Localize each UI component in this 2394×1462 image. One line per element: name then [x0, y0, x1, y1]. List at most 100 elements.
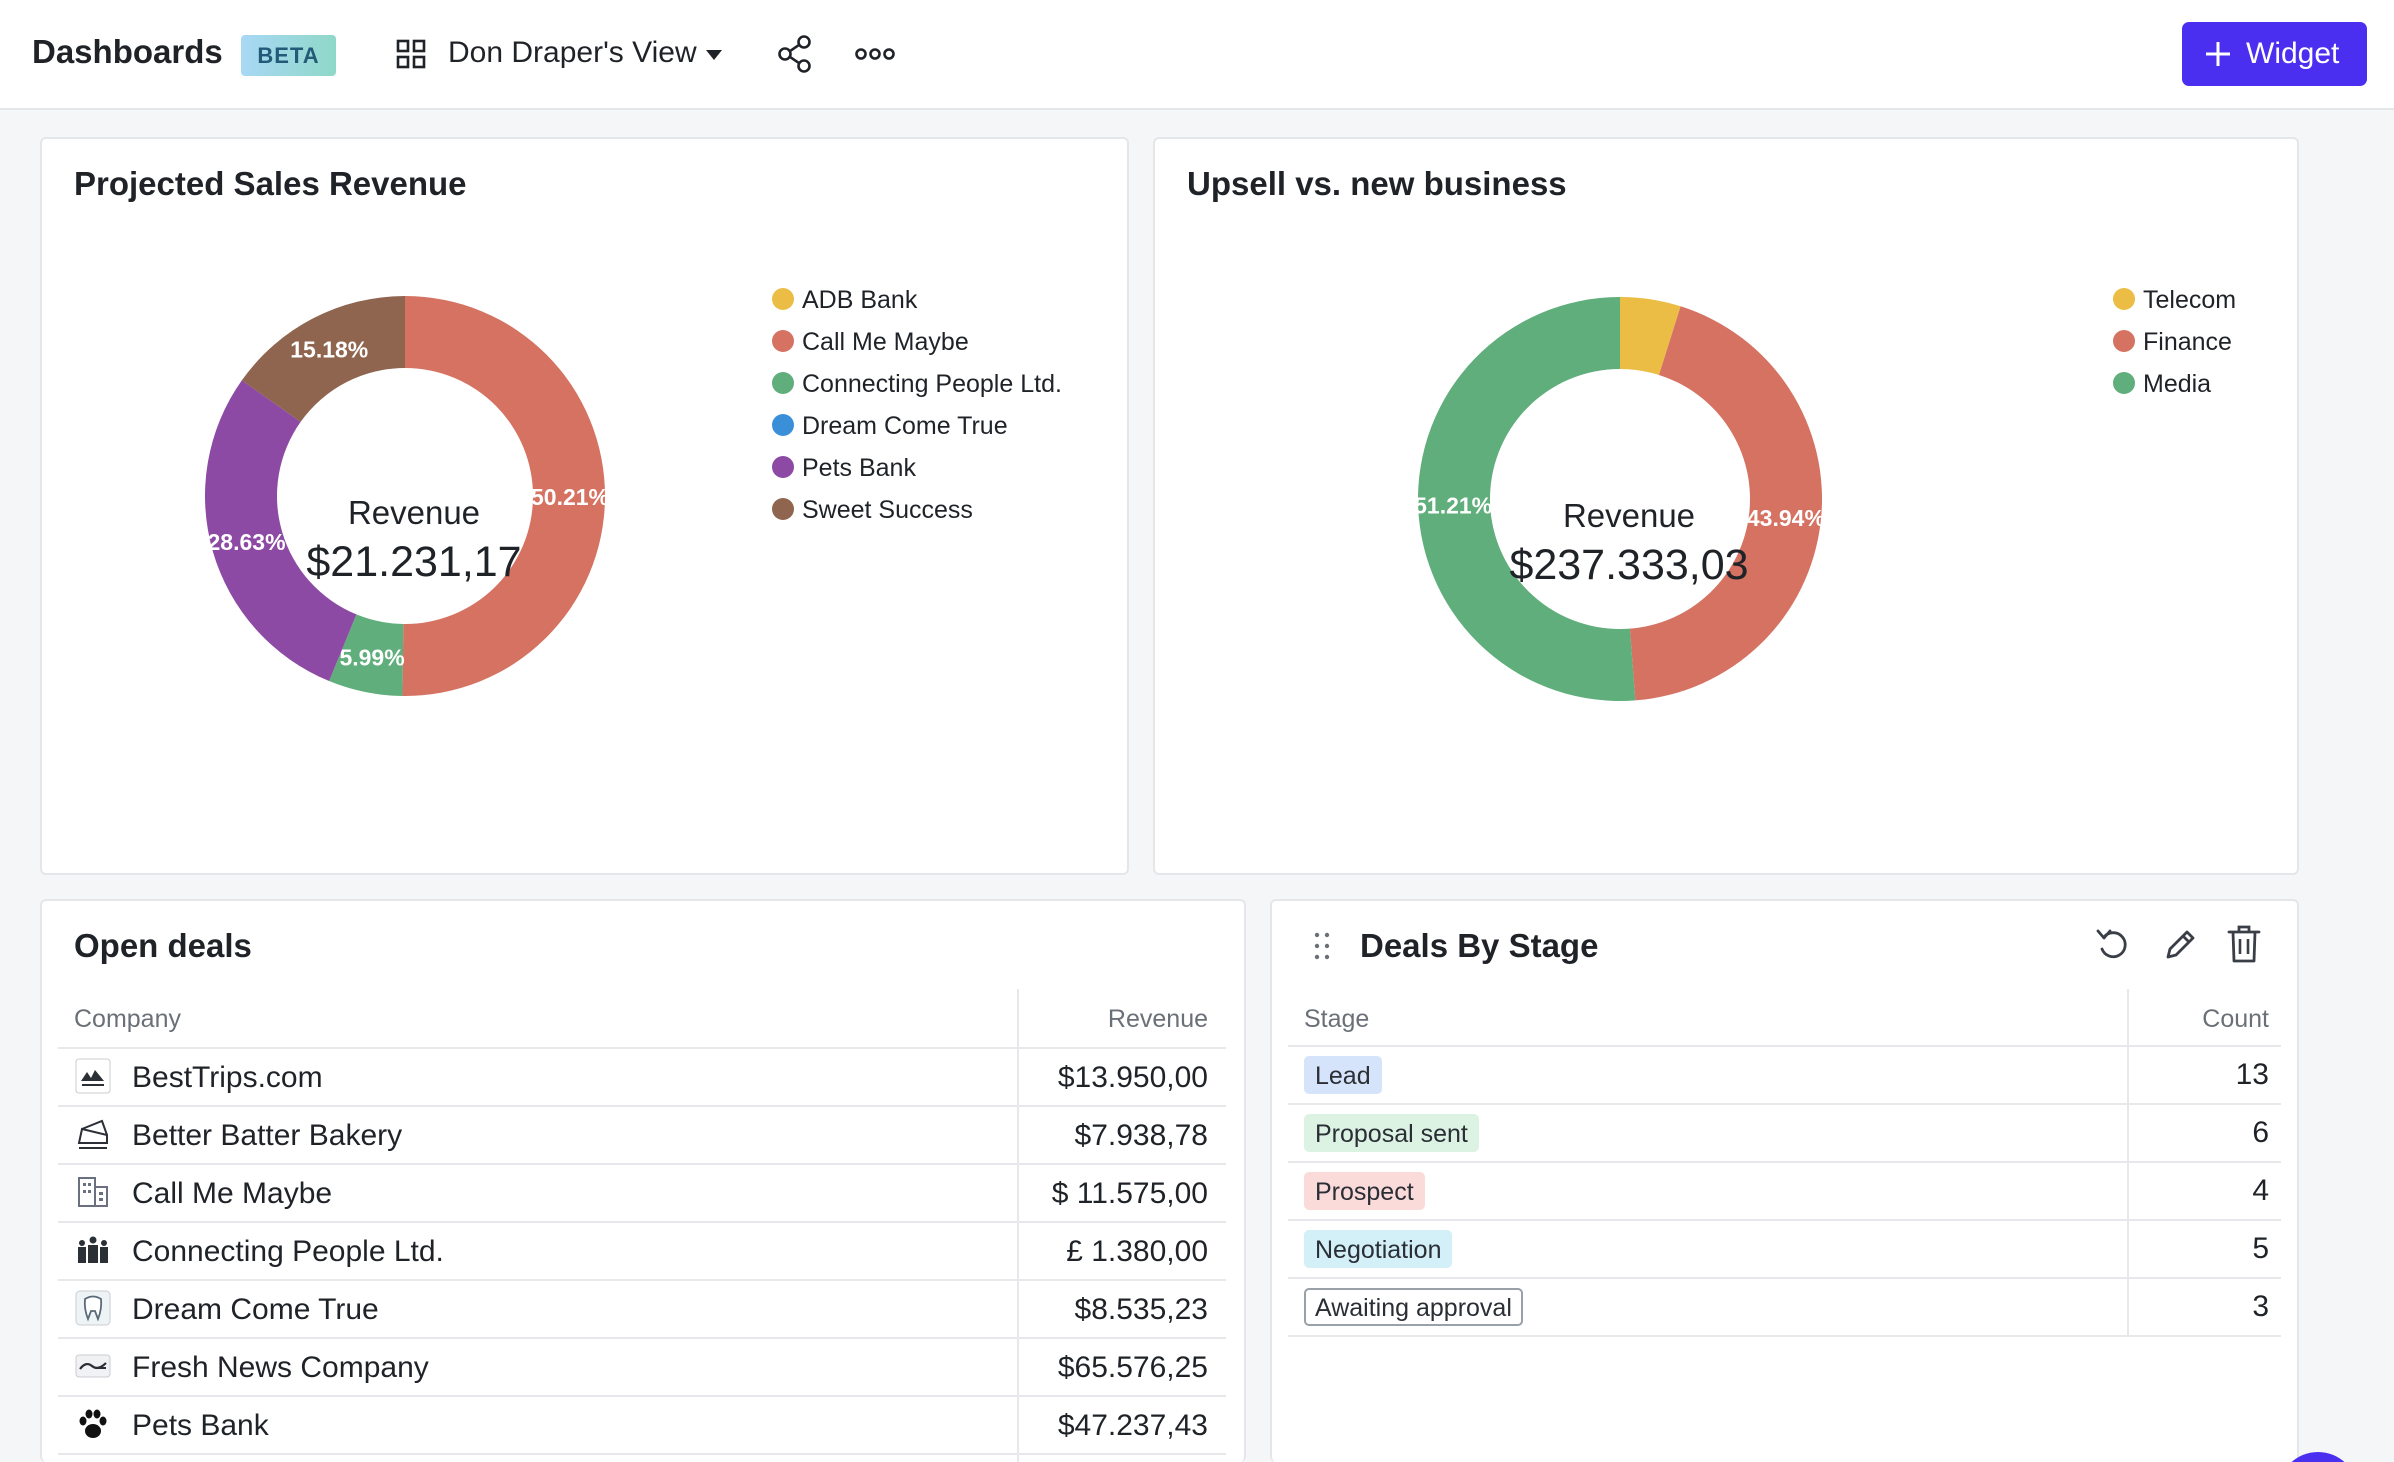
- legend-dot: [772, 498, 794, 520]
- table-row[interactable]: Prospect 4: [1288, 1163, 2281, 1221]
- view-selector[interactable]: Don Draper's View: [448, 36, 697, 69]
- table-row[interactable]: Lead 13: [1288, 1047, 2281, 1105]
- stage-count: 5: [2252, 1232, 2269, 1265]
- revenue-value: $65.576,25: [1057, 1351, 1208, 1384]
- legend-label: Telecom: [2143, 286, 2237, 314]
- open-deals-card: Open deals Company Revenue BestTrips.com…: [40, 899, 1246, 1462]
- company-name[interactable]: Connecting People Ltd.: [132, 1235, 444, 1268]
- table-row[interactable]: Fresh News Company $65.576,25: [58, 1339, 1226, 1397]
- company-name[interactable]: Dream Come True: [132, 1293, 379, 1326]
- beta-badge: BETA: [241, 35, 336, 76]
- donut-slice-call-me-maybe[interactable]: [402, 296, 606, 697]
- center-value: $237.333,03: [1509, 541, 1749, 589]
- legend-label: Finance: [2143, 328, 2232, 356]
- legend-label: Dream Come True: [802, 412, 1008, 440]
- legend-label: Sweet Success: [802, 496, 973, 524]
- edit-pencil-icon[interactable]: [2160, 925, 2200, 965]
- company-name[interactable]: Fresh News Company: [132, 1351, 429, 1384]
- legend-dot: [2113, 372, 2135, 394]
- donut-slice-pets-bank[interactable]: [205, 380, 357, 682]
- legend-dot: [772, 456, 794, 478]
- upsell-card: Upsell vs. new business 43.94% 51.21% Rev…: [1153, 137, 2299, 875]
- center-value: $21.231,17: [306, 538, 522, 586]
- table-row[interactable]: Pets Bank $47.237,43: [58, 1397, 1226, 1455]
- table-row[interactable]: BestTrips.com $13.950,00: [58, 1049, 1226, 1107]
- drag-handle-icon[interactable]: [1312, 931, 1332, 961]
- company-name[interactable]: Better Batter Bakery: [132, 1119, 403, 1152]
- legend-dot: [772, 414, 794, 436]
- column-divider: [2127, 989, 2129, 1337]
- card-title: Upsell vs. new business: [1187, 165, 1567, 202]
- stage-tag[interactable]: Lead: [1304, 1056, 1382, 1094]
- legend-label: Connecting People Ltd.: [802, 370, 1062, 398]
- add-widget-button[interactable]: Widget: [2182, 22, 2367, 86]
- slice-percent-label: 5.99%: [339, 645, 404, 671]
- card-title: Projected Sales Revenue: [74, 165, 467, 202]
- stage-count: 3: [2252, 1290, 2269, 1323]
- upsell-donut-chart: 43.94% 51.21%: [1414, 297, 1825, 701]
- column-header-count[interactable]: Count: [2202, 1005, 2269, 1033]
- refresh-icon[interactable]: [2094, 925, 2134, 965]
- donut-slice-finance[interactable]: [1629, 306, 1822, 701]
- trash-icon[interactable]: [2224, 923, 2264, 965]
- travel-logo-icon: [75, 1058, 111, 1094]
- revenue-value: $ 11.575,00: [1051, 1177, 1208, 1210]
- revenue-value: $7.938,78: [1074, 1119, 1208, 1152]
- slice-percent-label: 51.21%: [1414, 492, 1492, 518]
- tooth-icon: [75, 1290, 111, 1326]
- column-header-revenue[interactable]: Revenue: [1107, 1005, 1208, 1033]
- legend-dot: [2113, 288, 2135, 310]
- donut-center: Revenue $237.333,03: [1479, 497, 1779, 590]
- table-row[interactable]: Dream Come True $8.535,23: [58, 1281, 1226, 1339]
- building-icon: [78, 1177, 108, 1207]
- table-row[interactable]: Call Me Maybe $ 11.575,00: [58, 1165, 1226, 1223]
- table-row[interactable]: Better Batter Bakery $7.938,78: [58, 1107, 1226, 1165]
- legend-dot: [772, 288, 794, 310]
- column-divider: [1017, 989, 1019, 1462]
- stage-count: 4: [2252, 1174, 2269, 1207]
- table-row[interactable]: Proposal sent 6: [1288, 1105, 2281, 1163]
- donut-slice-media[interactable]: [1417, 297, 1636, 701]
- stage-count: 13: [2235, 1058, 2269, 1091]
- stage-tag[interactable]: Awaiting approval: [1304, 1288, 1523, 1326]
- grid-icon[interactable]: [395, 38, 427, 70]
- stage-tag[interactable]: Proposal sent: [1304, 1114, 1479, 1152]
- company-name[interactable]: Pets Bank: [132, 1409, 269, 1442]
- slice-percent-label: 15.18%: [290, 336, 368, 362]
- legend-label: Call Me Maybe: [802, 328, 969, 356]
- slice-percent-label: 43.94%: [1747, 505, 1825, 531]
- company-name[interactable]: Call Me Maybe: [132, 1177, 333, 1210]
- revenue-value: $8.535,23: [1074, 1293, 1208, 1326]
- people-icon: [78, 1236, 108, 1263]
- cake-icon: [77, 1119, 108, 1149]
- header-divider: [1288, 1045, 2281, 1047]
- table-row[interactable]: Awaiting approval 3: [1288, 1279, 2281, 1337]
- table-row[interactable]: Connecting People Ltd. £ 1.380,00: [58, 1223, 1226, 1281]
- news-logo-icon: [75, 1354, 111, 1378]
- legend-dot: [772, 330, 794, 352]
- share-icon[interactable]: [776, 34, 814, 74]
- top-bar: Dashboards BETA Don Draper's View Widget: [0, 0, 2394, 110]
- legend-label: Pets Bank: [802, 454, 916, 482]
- donut-slice-telecom[interactable]: [1620, 297, 1681, 375]
- donut-slice-sweet-success[interactable]: [241, 296, 405, 422]
- plus-icon: [2206, 42, 2230, 66]
- legend-label: Media: [2143, 370, 2212, 398]
- more-options-icon[interactable]: [855, 45, 895, 63]
- column-header-company[interactable]: Company: [74, 1005, 181, 1033]
- stage-tag[interactable]: Negotiation: [1304, 1230, 1453, 1268]
- card-title: Deals By Stage: [1360, 927, 1599, 964]
- donut-center: Revenue $21.231,17: [264, 494, 564, 587]
- legend-dot: [2113, 330, 2135, 352]
- paw-icon: [79, 1409, 107, 1438]
- revenue-value: £ 1.380,00: [1066, 1235, 1208, 1268]
- stage-tag[interactable]: Prospect: [1304, 1172, 1425, 1210]
- chevron-down-icon[interactable]: [705, 49, 723, 61]
- company-name[interactable]: BestTrips.com: [132, 1061, 323, 1094]
- header-divider: [58, 1047, 1226, 1049]
- table-row[interactable]: Negotiation 5: [1288, 1221, 2281, 1279]
- stage-count: 6: [2252, 1116, 2269, 1149]
- help-chat-button[interactable]: [2278, 1452, 2358, 1462]
- column-header-stage[interactable]: Stage: [1304, 1005, 1370, 1033]
- donut-slice-connecting-people-ltd-[interactable]: [329, 614, 404, 696]
